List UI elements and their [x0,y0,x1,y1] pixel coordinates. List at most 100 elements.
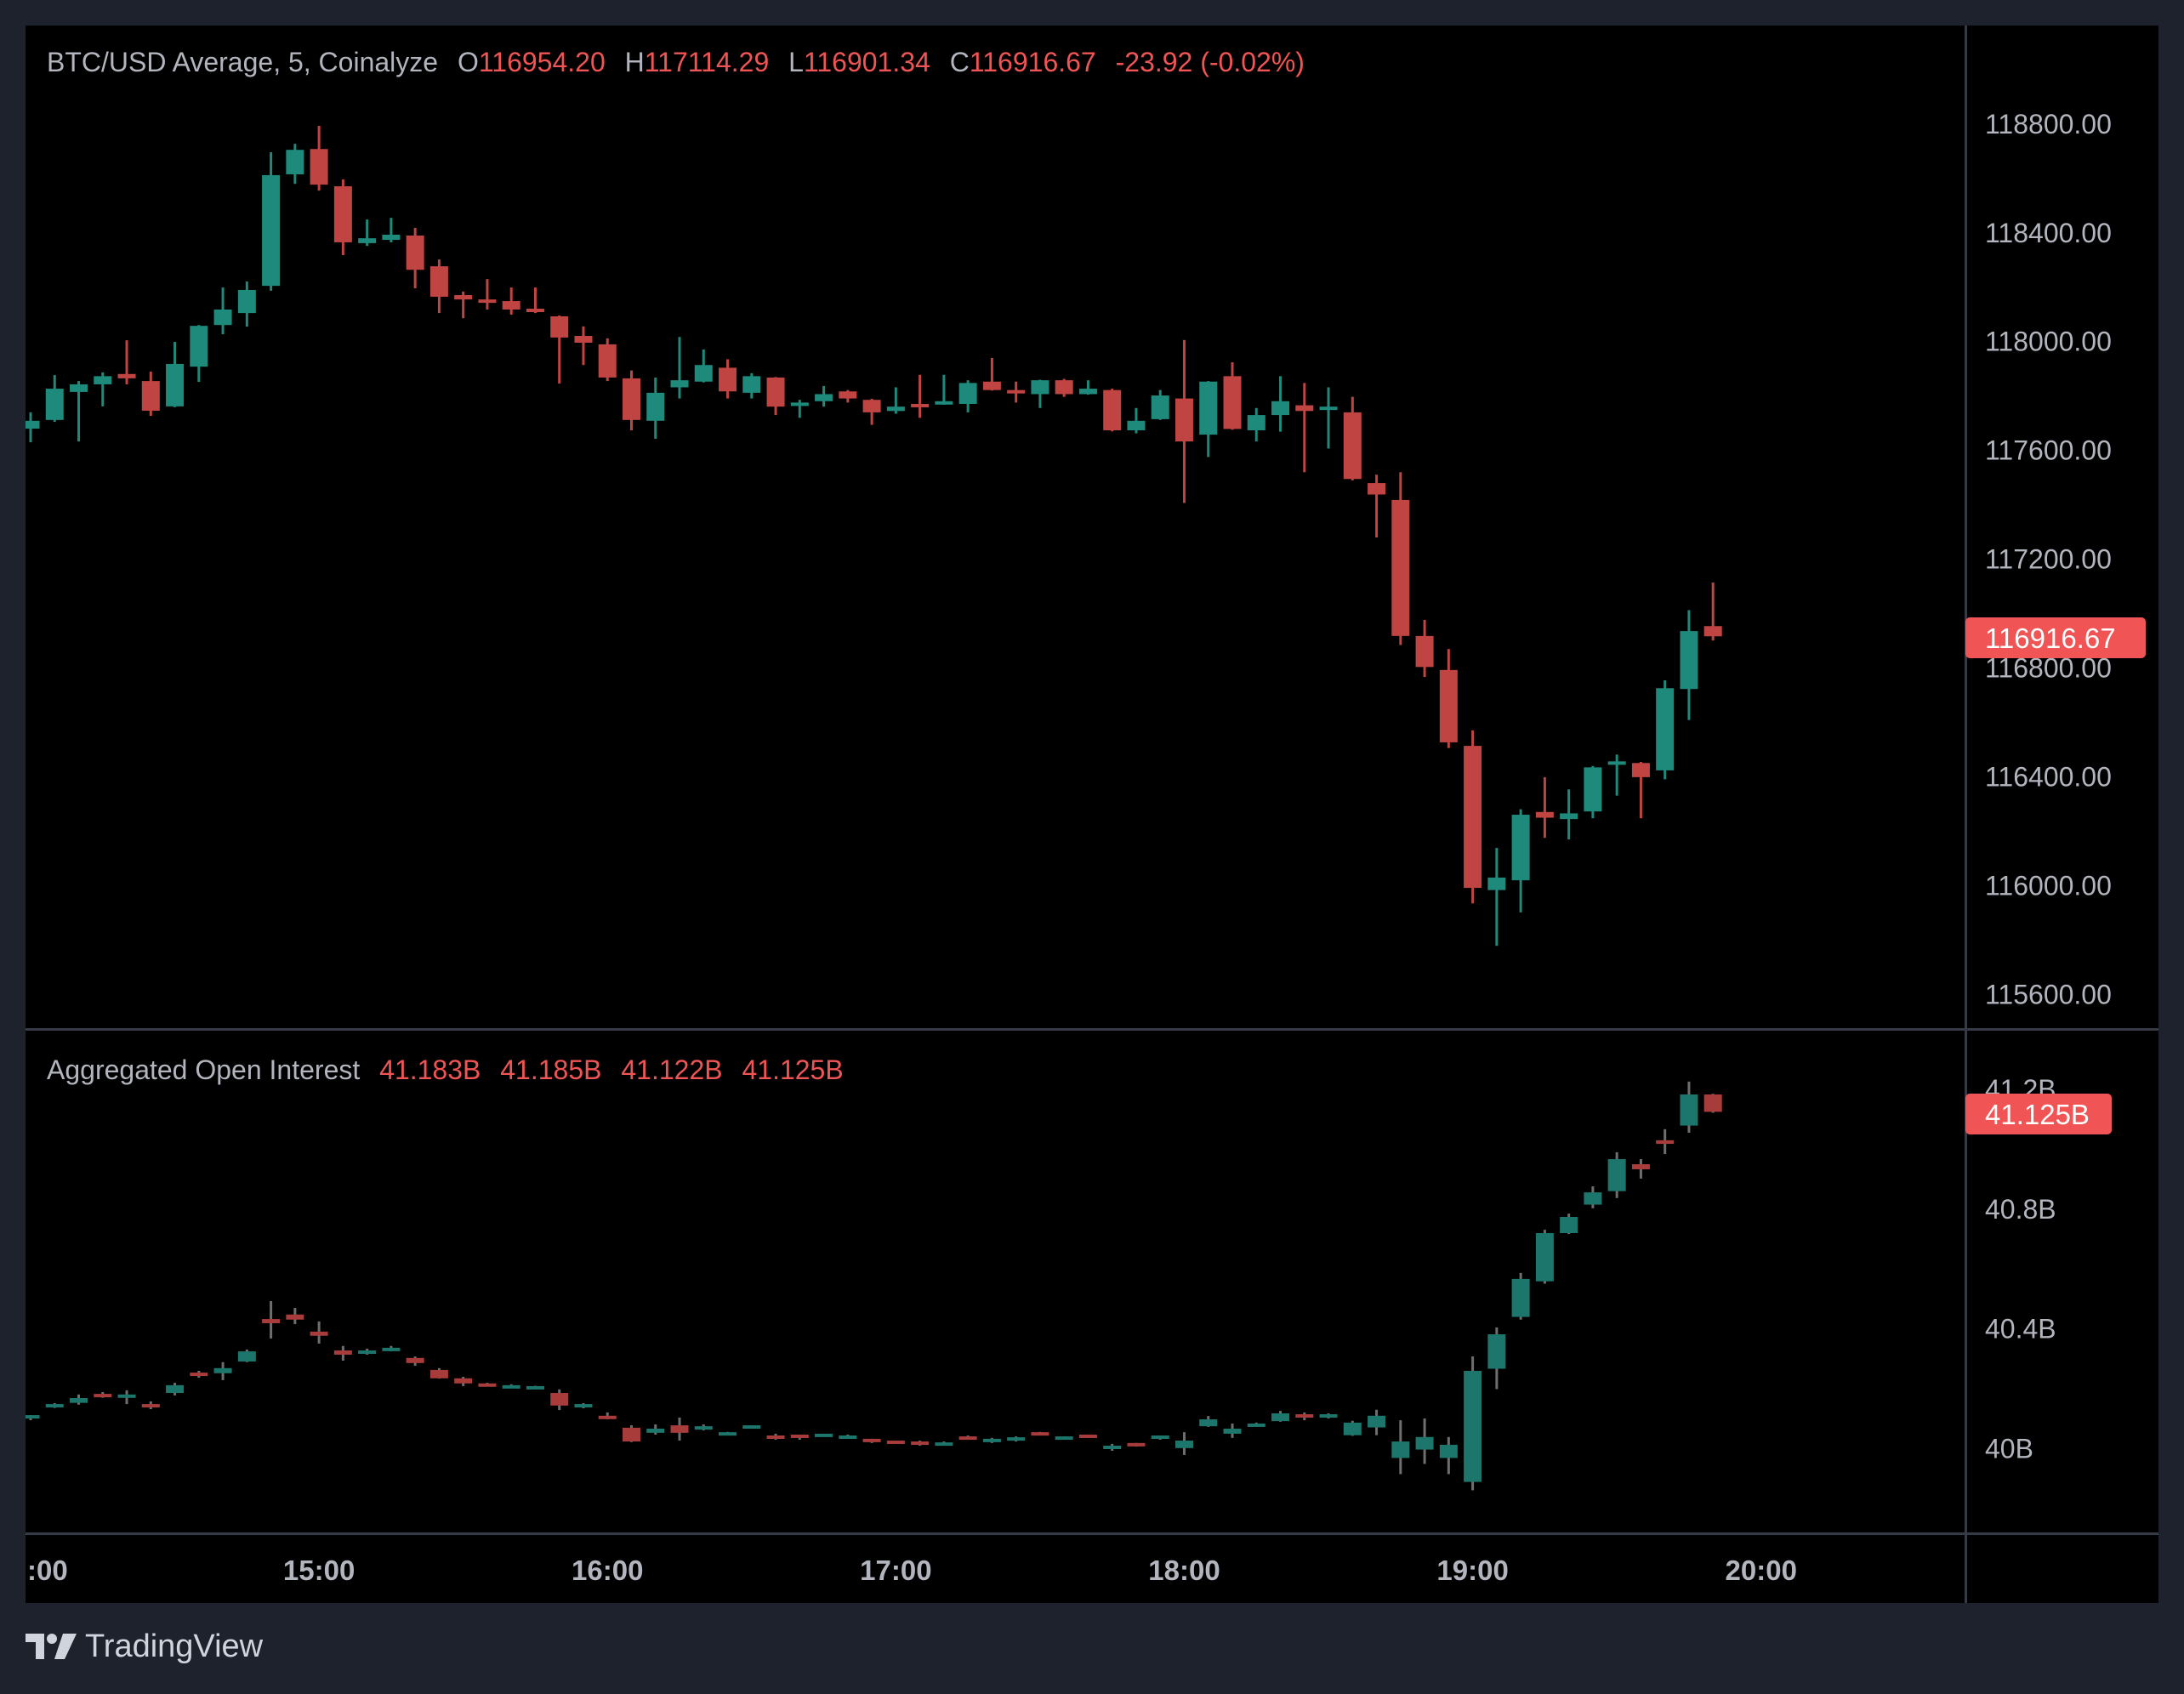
oi-candle-body [213,1367,232,1373]
price-candle [1078,380,1097,395]
price-tick-label: 116000.00 [1985,871,2112,901]
oi-candle [45,1403,64,1408]
price-candle [1680,610,1698,720]
price-legend: BTC/USD Average, 5, Coinalyze O116954.20… [47,47,1305,78]
price-candle [550,315,569,384]
price-candle [1631,761,1650,819]
oi-candle [1439,1436,1458,1475]
price-candle-body [1560,813,1578,820]
price-candle [862,398,881,425]
oi-candle-body [1031,1432,1049,1436]
oi-candle-body [623,1427,640,1442]
oi-candle [70,1394,88,1405]
oi-candle [982,1437,1001,1443]
oi-candle-body [310,1331,328,1336]
tradingview-logo-icon [26,1633,77,1659]
price-candle [429,259,448,314]
oi-candle [1055,1436,1073,1441]
oi-candle [550,1389,569,1411]
price-candle [911,374,930,418]
price-candle-body [766,377,785,407]
oi-candle-body [670,1425,689,1433]
price-tick-label: 117200.00 [1985,544,2112,575]
oi-candle-body [550,1393,569,1406]
time-axis[interactable]: :00 15:00 16:00 17:00 18:00 19:00 20:00 [27,1555,1797,1586]
price-candle-body [70,384,88,392]
price-tick-label: 115600.00 [1985,979,2112,1009]
price-candle [1703,583,1722,641]
tradingview-logo[interactable]: TradingView [26,1629,263,1665]
oi-candle [839,1434,857,1440]
oi-candle-body [1127,1442,1146,1447]
price-candle-wick [990,357,993,391]
oi-candle-body [1343,1422,1362,1435]
price-candle [1151,389,1169,420]
oi-tick-label: 40.4B [1985,1314,2056,1344]
symbol-title[interactable]: BTC/USD Average, 5, Coinalyze [47,47,439,77]
oi-candle-body [742,1425,761,1430]
oi-candle [117,1390,136,1405]
oi-candle [790,1434,809,1440]
price-candle-body [719,367,737,392]
last-price-label: 116916.67 [1965,617,2146,658]
price-candle-wick [125,340,128,384]
price-candle [310,126,328,191]
price-candle-body [1295,405,1314,412]
oi-candle [1656,1128,1675,1155]
price-tick-label: 118800.00 [1985,109,2112,139]
price-candle-wick [1086,380,1089,395]
price-candle [598,338,617,382]
oi-candle-body [911,1441,930,1446]
price-candle [1174,339,1193,503]
chart-frame [26,26,2158,1603]
price-candle [646,377,665,439]
oi-candle-body [1078,1434,1097,1438]
oi-candle-body [862,1438,881,1442]
oi-candle-body [429,1369,448,1379]
price-candle [839,389,857,403]
price-candle-wick [533,287,537,314]
price-candle-body [190,326,208,367]
oi-candle [1607,1151,1626,1198]
price-candle [406,228,424,289]
price-candle [1031,379,1049,408]
open-interest-candles [26,1081,1722,1491]
oi-candle [742,1425,761,1430]
oi-candle-body [982,1438,1001,1442]
price-candle-body [598,344,617,378]
oi-candle [1151,1435,1169,1440]
price-candle-body [478,299,497,304]
oi-candle-body [1174,1441,1193,1448]
price-candle [478,279,497,310]
price-candle-body [646,392,665,421]
price-candle [358,219,377,247]
price-candle [1584,765,1602,819]
price-candle [502,287,520,315]
price-candle-body [790,402,809,406]
price-candle-wick [1711,583,1715,641]
time-tick-label: 18:00 [1148,1555,1220,1586]
oi-candle-body [839,1435,857,1440]
price-candle-body [1415,635,1434,668]
price-candle-body [1368,483,1386,495]
oi-candle-body [1319,1414,1338,1418]
oi-candle-body [646,1428,665,1433]
price-candle [1127,407,1146,434]
price-candle [719,359,737,399]
indicator-title[interactable]: Aggregated Open Interest [47,1054,361,1085]
price-candle-body [1007,389,1026,394]
oi-candle-body [1464,1370,1482,1482]
price-candle [117,340,136,384]
time-tick-label: 20:00 [1726,1555,1797,1586]
oi-candle-body [1103,1445,1122,1449]
price-candles [26,126,1722,946]
price-axis[interactable]: 118800.00 118400.00 118000.00 117600.00 1172… [1985,109,2112,1010]
oi-candle-body [1271,1413,1290,1422]
oi-candle [1703,1094,1722,1113]
oi-candle-body [478,1383,497,1387]
price-candle-body [1464,746,1482,889]
oi-candle [26,1415,40,1421]
price-candle-wick [1495,848,1499,946]
price-candle-wick [486,279,489,310]
